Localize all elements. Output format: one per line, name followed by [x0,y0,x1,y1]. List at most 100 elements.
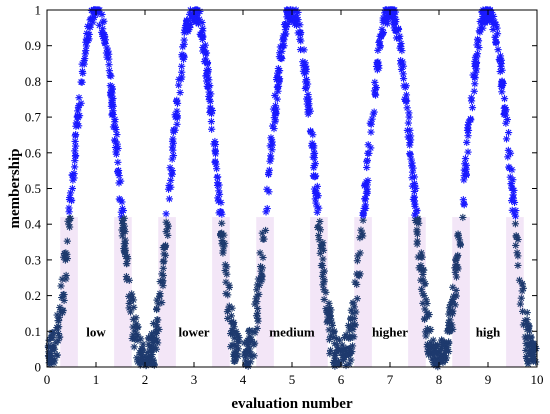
point-medium-752 [270,124,278,133]
point-lower-557 [214,179,222,187]
class-label-low: low [86,324,106,339]
point-higher-1113 [403,104,411,112]
y-tick-label-0.4: 0.4 [25,217,42,232]
point-low-202 [98,10,106,19]
point-lower-529 [211,158,219,166]
point-higher-1140 [428,350,436,358]
point-high-1419 [517,294,525,302]
point-lower-561 [154,300,162,308]
point-medium-652 [320,295,328,304]
point-higher-1034 [359,232,367,240]
point-lower-568 [173,120,181,128]
point-high-1414 [511,210,519,218]
point-lower-425 [169,146,177,154]
point-lower-384 [153,305,161,314]
x-tick-label-9: 9 [485,372,492,387]
point-medium-777 [319,255,327,263]
point-high-1368 [511,220,520,228]
point-low-204 [79,69,87,77]
point-high-1275 [516,300,524,308]
point-low-75 [77,99,85,107]
point-lower-578 [202,77,211,85]
point-medium-849 [275,78,283,86]
point-higher-1159 [349,320,357,328]
x-tick-label-8: 8 [436,372,443,387]
point-higher-1195 [375,38,384,46]
point-high-1458 [489,12,498,21]
point-high-1336 [514,261,522,270]
x-tick-label-7: 7 [387,372,394,387]
point-high-1222 [498,88,506,96]
point-low-227 [74,103,83,111]
point-low-274 [101,39,109,48]
point-low-122 [75,94,83,102]
point-lower-544 [149,338,158,347]
point-higher-1163 [417,266,425,274]
point-lower-584 [231,357,239,365]
point-higher-1197 [409,164,417,172]
x-tick-label-5: 5 [289,372,296,387]
point-lower-587 [159,264,167,272]
y-tick-label-1: 1 [35,3,42,18]
point-medium-879 [330,327,338,335]
point-low-288 [56,303,64,312]
point-medium-741 [317,261,325,270]
point-higher-1149 [410,193,418,201]
point-medium-774 [256,249,264,257]
band-lower-1 [212,217,230,367]
point-medium-891 [320,267,328,275]
point-medium-887 [317,241,325,249]
point-lower-407 [156,277,164,286]
point-higher-1136 [360,182,369,190]
point-high-1440 [493,24,501,32]
point-high-1346 [515,276,524,284]
point-lower-481 [231,351,239,359]
point-lower-445 [173,107,181,115]
point-medium-787 [257,262,265,271]
point-higher-1190 [383,20,391,28]
point-high-1387 [505,164,514,172]
point-low-260 [120,244,128,253]
y-tick-label-0.2: 0.2 [25,288,41,303]
point-low-226 [133,330,141,338]
point-high-1200 [449,283,457,291]
point-low-249 [120,214,128,222]
point-low-289 [119,206,127,215]
point-medium-835 [309,172,318,180]
point-higher-1191 [421,280,429,288]
x-tick-label-2: 2 [142,372,149,387]
point-higher-1173 [394,25,402,33]
point-low-137 [105,67,113,75]
point-high-1491 [461,154,470,163]
y-tick-label-0: 0 [35,360,42,375]
point-high-1442 [530,346,538,354]
point-high-1420 [451,268,459,276]
point-lower-562 [144,355,152,363]
point-higher-1065 [411,200,419,208]
point-lower-574 [156,292,164,300]
point-higher-1160 [399,58,407,66]
point-higher-1110 [411,216,420,225]
point-low-236 [80,60,88,68]
point-high-1406 [465,118,473,126]
point-medium-876 [322,288,330,296]
point-high-1476 [473,35,482,43]
y-tick-label-0.6: 0.6 [25,145,42,160]
point-higher-1132 [351,278,359,286]
point-lower-597 [229,319,237,327]
point-low-281 [45,352,53,360]
point-low-149 [111,123,119,131]
point-higher-1183 [418,253,426,261]
point-high-1490 [475,43,483,52]
point-lower-583 [200,58,209,66]
point-medium-847 [245,327,253,335]
point-medium-862 [287,17,295,25]
point-low-53 [66,189,75,197]
point-low-217 [50,345,59,353]
point-lower-592 [186,23,194,32]
point-medium-899 [325,304,334,312]
point-medium-844 [264,170,273,179]
point-low-240 [44,343,53,352]
point-high-1493 [452,292,460,300]
point-high-1460 [502,135,511,143]
